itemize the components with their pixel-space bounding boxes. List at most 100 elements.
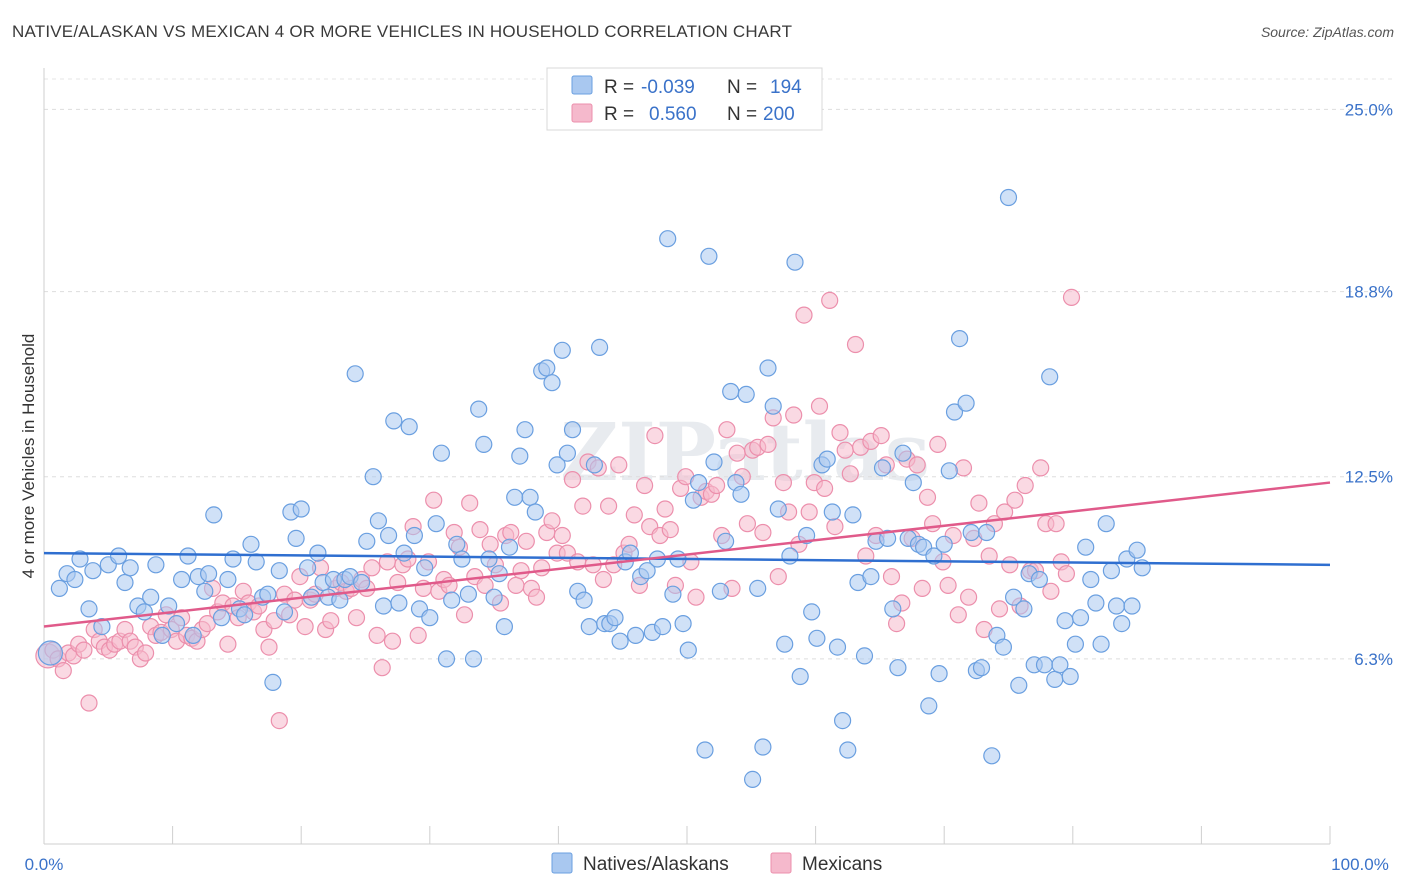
natives-point [606,609,624,627]
mexicans-point [594,570,613,589]
natives-point [833,711,852,730]
mexicans-point [512,562,530,580]
mexicans-point [383,632,402,650]
natives-point [309,544,327,562]
y-tick-label: 25.0% [1345,100,1393,119]
mexicans-point [543,512,561,530]
natives-point [716,532,735,550]
natives-point [448,535,466,553]
legend-r-label-mexicans: R = [604,104,634,125]
natives-point [521,488,539,506]
mexicans-point [599,497,618,515]
natives-point [453,550,471,568]
natives-point [696,741,714,759]
natives-point [823,503,841,521]
natives-point [786,253,804,271]
natives-point [653,617,672,636]
natives-point [153,626,171,645]
natives-point [764,397,782,415]
natives-point [416,559,434,577]
natives-point [957,394,975,412]
natives-point [855,647,874,665]
natives-point [1051,656,1069,674]
legend-r-value-natives: -0.039 [641,77,695,98]
mexicans-point [517,532,535,550]
mexicans-point [80,694,98,712]
mexicans-point [563,471,582,489]
natives-point [37,640,64,666]
natives-point [1061,667,1079,686]
mexicans-point [425,491,443,509]
mexicans-point [929,435,947,453]
natives-point [224,550,242,568]
natives-point [270,562,288,580]
legend-n-value-natives: 194 [770,77,802,98]
natives-point [1107,597,1126,615]
mexicans-point [1057,565,1076,583]
natives-point [287,529,305,548]
y-axis-label: 4 or more Vehicles in Household [19,334,38,579]
legend-swatch-mexicans [571,103,593,123]
natives-point [818,450,836,468]
natives-point [1041,368,1059,386]
mexicans-point [841,465,859,483]
natives-point [380,526,398,545]
natives-point [759,359,777,377]
natives-point [828,638,847,656]
natives-point [437,650,456,668]
mexicans-point [455,606,474,624]
mexicans-point [887,614,906,633]
natives-point [390,594,408,612]
mexicans-point [707,476,726,495]
natives-point [526,503,544,521]
natives-point [374,597,393,615]
mexicans-point [533,559,551,577]
natives-point [236,606,254,624]
bottom-legend-swatch-mexicans [770,852,792,874]
natives-point [935,535,953,553]
mexicans-point [728,444,746,462]
natives-point [1097,515,1115,533]
mexicans-point [610,456,628,474]
mexicans-point [368,626,386,645]
natives-point [894,444,912,462]
natives-point [264,673,282,692]
natives-point [470,400,488,418]
natives-point [1071,609,1090,627]
mexicans-point [718,421,736,439]
natives-point [292,500,310,518]
natives-point [432,444,450,462]
mexicans-point [635,476,654,495]
mexicans-point [1062,288,1081,306]
natives-point [459,585,477,603]
natives-point [205,506,223,524]
top-legend-box [546,67,823,131]
mexicans-point [939,576,957,595]
natives-point [395,544,413,562]
natives-point [160,597,178,615]
natives-point [93,617,111,636]
natives-point [679,641,697,659]
mexicans-point [260,638,278,656]
legend-r-value-mexicans: 0.560 [649,104,697,125]
natives-point [219,570,237,589]
natives-point [791,667,809,686]
bottom-legend-label-natives: Natives/Alaskans [583,854,729,875]
mexicans-point [1016,476,1034,495]
mexicans-point [219,635,237,653]
mexicans-point [908,456,926,474]
x-tick-label-min: 0.0% [25,855,64,874]
natives-point [575,591,593,609]
natives-point [475,435,493,453]
natives-point [638,562,656,580]
mexicans-point [990,600,1009,618]
natives-point [500,538,519,556]
bottom-legend-label-mexicans: Mexicans [802,854,882,875]
natives-point [1082,570,1100,589]
natives-point [553,341,571,359]
mexicans-point [527,588,546,606]
natives-point [754,738,772,756]
mexicans-point [322,612,340,630]
natives-point [1035,656,1054,674]
natives-point [626,626,645,645]
